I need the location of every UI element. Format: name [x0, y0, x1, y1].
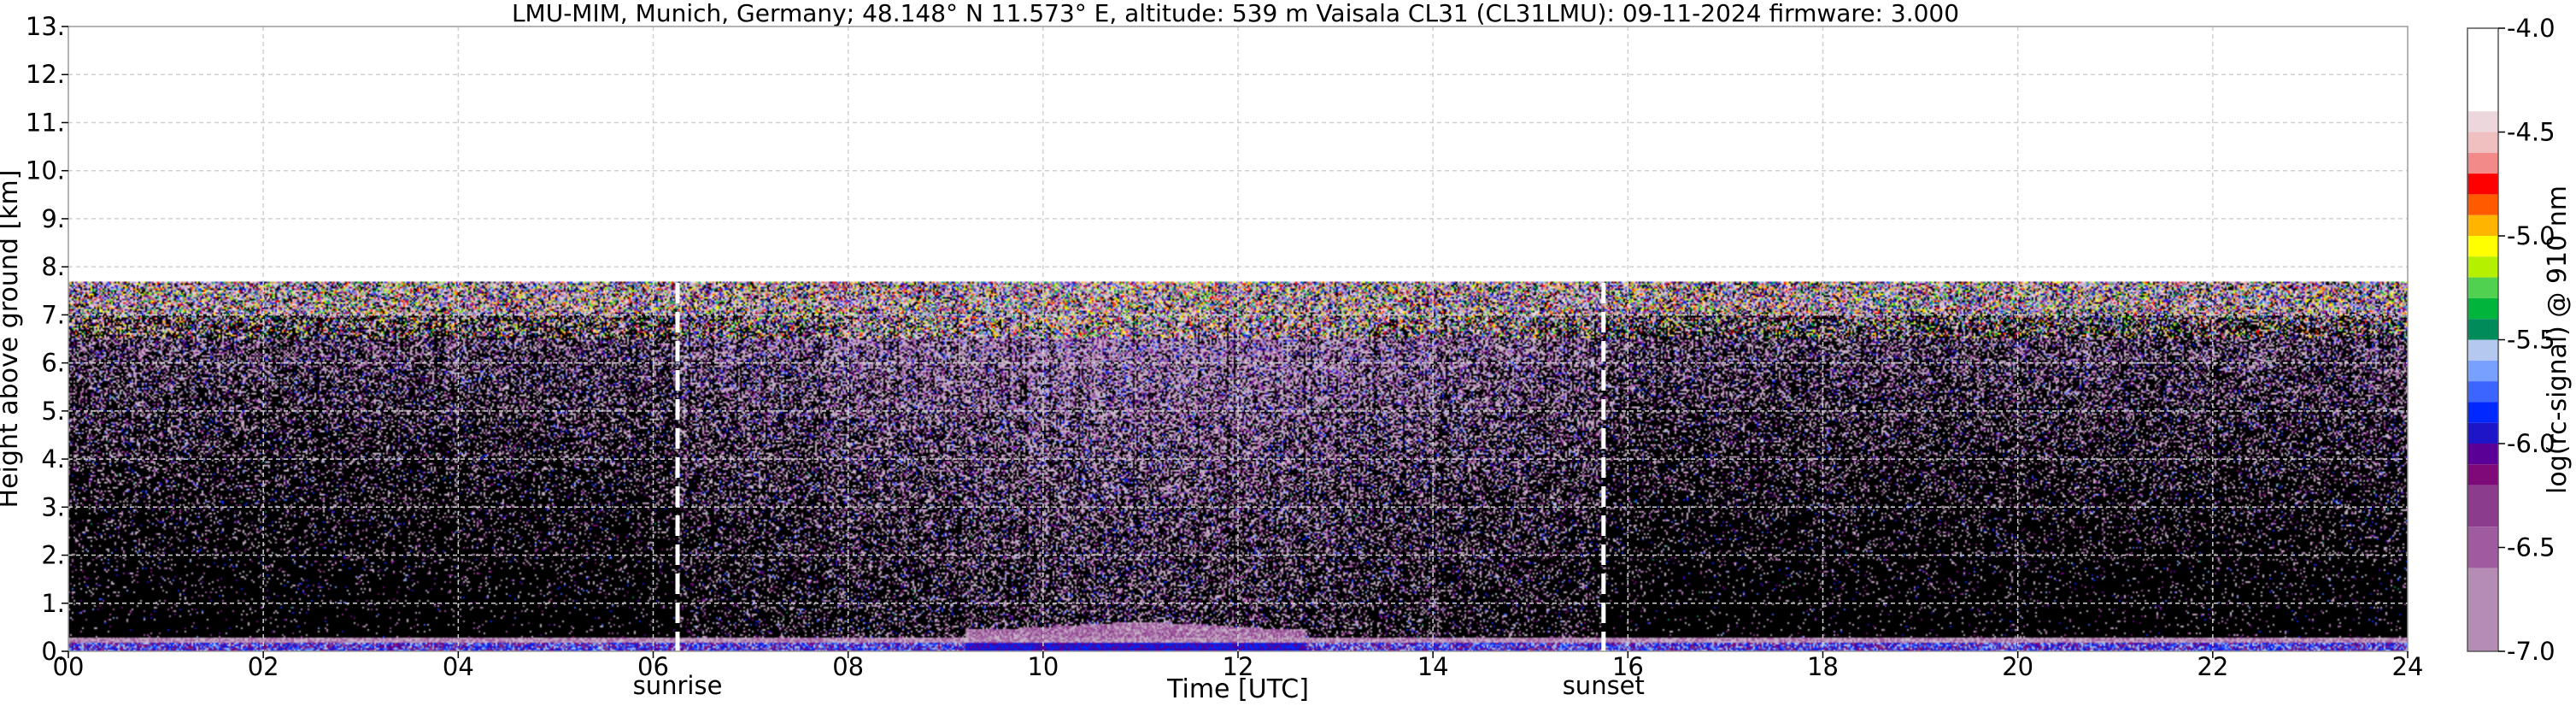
colorbar-segment [2467, 215, 2498, 236]
y-tick-label: 7. [41, 300, 65, 329]
x-tick-label: 02 [248, 652, 279, 681]
y-tick-label: 12. [26, 60, 65, 89]
colorbar-tick-label: -6.0 [2507, 429, 2555, 458]
gridlines [68, 26, 2408, 651]
y-tick-label: 6. [41, 349, 65, 378]
colorbar-tick-label: -5.5 [2507, 326, 2555, 355]
colorbar-segment [2467, 152, 2498, 174]
colorbar-segment [2467, 194, 2498, 215]
colorbar-segment [2467, 277, 2498, 298]
colorbar-segment [2467, 132, 2498, 153]
x-tick-label: 04 [443, 652, 474, 681]
colorbar-segment [2467, 485, 2498, 527]
colorbar-tick-label: -6.5 [2507, 533, 2555, 562]
colorbar-tick-label: -4.5 [2507, 118, 2555, 147]
colorbar-segment [2467, 360, 2498, 382]
y-axis: 0. 1. 2. 3. 4. 5. 6. 7. 8. 9. 10. 11. 12. 13. [26, 12, 68, 666]
colorbar-label: log(rc-signal) @ 910 nm [2543, 185, 2573, 494]
y-tick-label: 2. [41, 541, 65, 570]
sunrise-label: sunrise [633, 671, 723, 700]
x-axis-label: Time [UTC] [1166, 674, 1309, 704]
x-tick-label: 06 [637, 652, 669, 681]
colorbar: -4.0 -4.5 -5.0 -5.5 -6.0 -6.5 -7.0 [2467, 14, 2555, 666]
chart-title: LMU-MIM, Munich, Germany; 48.148° N 11.5… [512, 0, 1959, 27]
y-tick-label: 3. [41, 492, 65, 521]
colorbar-segment [2467, 527, 2498, 568]
y-tick-label: 13. [26, 12, 65, 41]
y-tick-label: 0. [41, 637, 65, 666]
y-tick-label: 11. [26, 108, 65, 137]
colorbar-segment [2467, 464, 2498, 485]
colorbar-tick-label: -5.0 [2507, 221, 2555, 250]
x-tick-label: 00 [53, 652, 85, 681]
x-axis: sunrise sunset 00 02 04 06 08 10 12 14 16 18 20 22 24 [53, 651, 2424, 700]
colorbar-segment [2467, 174, 2498, 195]
colorbar-segment [2467, 319, 2498, 340]
event-markers [675, 283, 1606, 651]
colorbar-segment [2467, 402, 2498, 423]
y-tick-label: 1. [41, 589, 65, 618]
x-tick-label: 08 [832, 652, 864, 681]
sunset-label: sunset [1563, 671, 1645, 700]
colorbar-segment [2467, 28, 2498, 112]
colorbar-tick-label: -7.0 [2507, 637, 2555, 666]
x-tick-label: 24 [2392, 652, 2424, 681]
colorbar-segment [2467, 568, 2498, 651]
colorbar-segment [2467, 444, 2498, 465]
x-tick-label: 14 [1417, 652, 1449, 681]
y-tick-label: 4. [41, 444, 65, 474]
y-tick-label: 9. [41, 204, 65, 233]
colorbar-segment [2467, 422, 2498, 444]
y-tick-label: 10. [26, 156, 65, 185]
colorbar-segment [2467, 236, 2498, 257]
colorbar-segment [2467, 339, 2498, 361]
colorbar-segment [2467, 381, 2498, 403]
colorbar-segment [2467, 297, 2498, 320]
x-tick-label: 20 [2002, 652, 2033, 681]
plot-area [67, 26, 2409, 652]
x-tick-label: 12 [1223, 652, 1254, 681]
colorbar-segment [2467, 256, 2498, 278]
x-tick-label: 16 [1612, 652, 1644, 681]
x-tick-label: 18 [1807, 652, 1839, 681]
y-axis-label: Height above ground [km] [0, 170, 24, 509]
colorbar-tick-label: -4.0 [2507, 14, 2555, 43]
y-tick-label: 5. [41, 397, 65, 426]
y-tick-label: 8. [41, 252, 65, 281]
x-tick-label: 22 [2197, 652, 2228, 681]
x-tick-label: 10 [1027, 652, 1059, 681]
colorbar-segment [2467, 111, 2498, 132]
